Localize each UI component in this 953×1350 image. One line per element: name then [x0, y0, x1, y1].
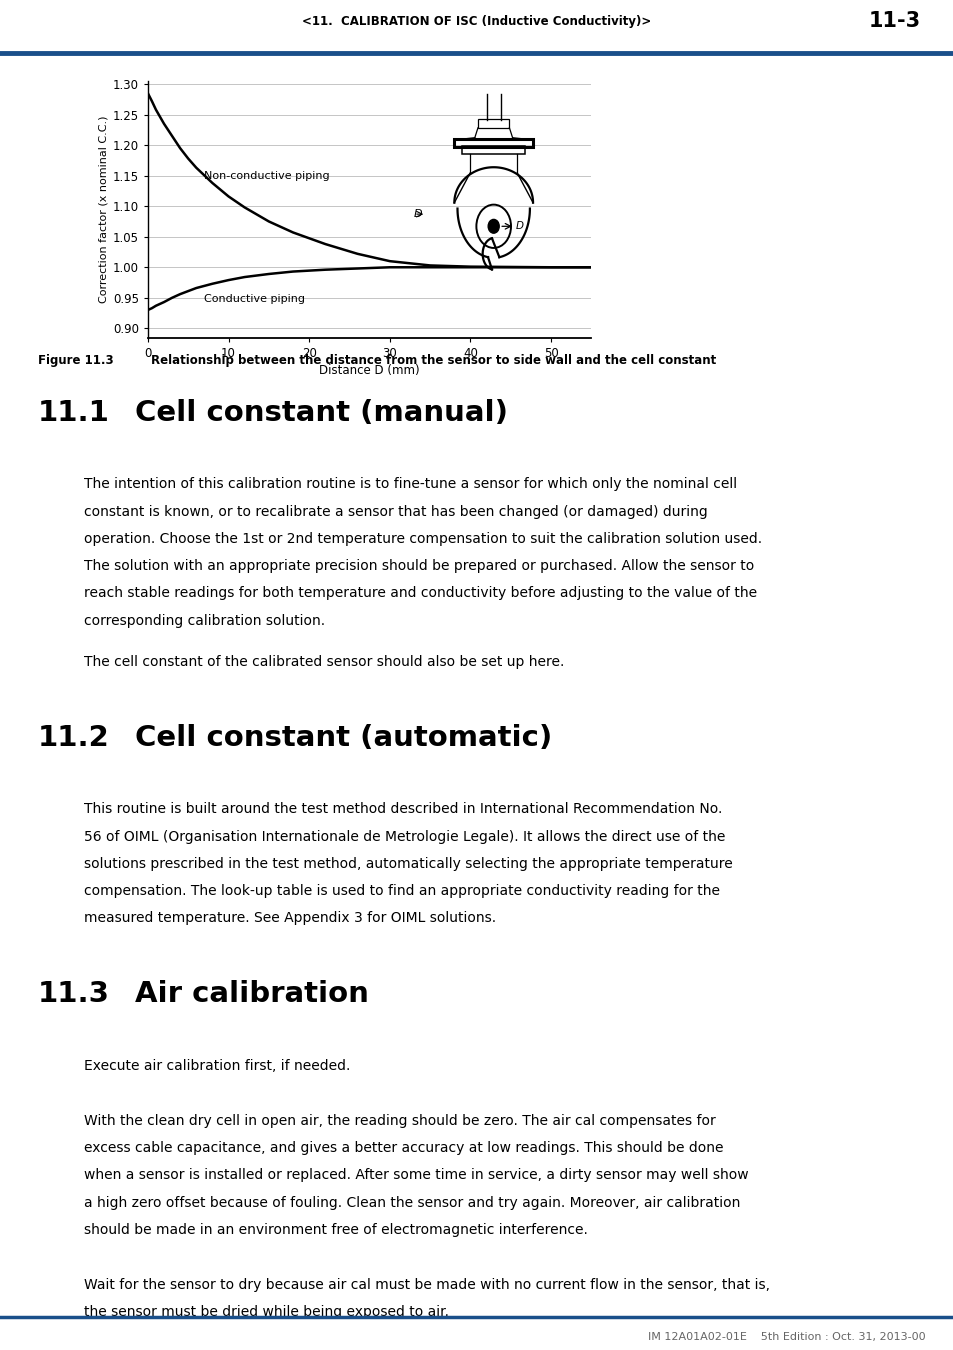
Text: a high zero offset because of fouling. Clean the sensor and try again. Moreover,: a high zero offset because of fouling. C…: [84, 1196, 740, 1210]
Text: 11.1: 11.1: [38, 398, 110, 427]
Text: ISC: ISC: [906, 741, 937, 760]
Text: the sensor must be dried while being exposed to air.: the sensor must be dried while being exp…: [84, 1305, 449, 1319]
Bar: [454, 139, 533, 147]
Text: <11.  CALIBRATION OF ISC (Inductive Conductivity)>: <11. CALIBRATION OF ISC (Inductive Condu…: [302, 15, 651, 27]
Text: measured temperature. See Appendix 3 for OIML solutions.: measured temperature. See Appendix 3 for…: [84, 911, 496, 925]
Text: should be made in an environment free of electromagnetic interference.: should be made in an environment free of…: [84, 1223, 588, 1237]
Text: The solution with an appropriate precision should be prepared or purchased. Allo: The solution with an appropriate precisi…: [84, 559, 754, 572]
Bar: [477, 119, 509, 128]
Bar: [461, 146, 524, 154]
Text: 11.3: 11.3: [38, 980, 110, 1008]
Text: Execute air calibration first, if needed.: Execute air calibration first, if needed…: [84, 1058, 351, 1073]
Text: Non-conductive piping: Non-conductive piping: [204, 170, 330, 181]
Text: 11-3: 11-3: [867, 11, 920, 31]
Text: The cell constant of the calibrated sensor should also be set up here.: The cell constant of the calibrated sens…: [84, 655, 564, 668]
Text: 56 of OIML (Organisation Internationale de Metrologie Legale). It allows the dir: 56 of OIML (Organisation Internationale …: [84, 829, 725, 844]
Text: when a sensor is installed or replaced. After some time in service, a dirty sens: when a sensor is installed or replaced. …: [84, 1169, 748, 1183]
Text: 11.2: 11.2: [38, 724, 110, 752]
Text: corresponding calibration solution.: corresponding calibration solution.: [84, 614, 325, 628]
Text: D: D: [516, 221, 523, 231]
Text: Wait for the sensor to dry because air cal must be made with no current flow in : Wait for the sensor to dry because air c…: [84, 1278, 769, 1292]
Text: This routine is built around the test method described in International Recommen: This routine is built around the test me…: [84, 802, 722, 817]
Text: D: D: [414, 209, 422, 219]
Text: Air calibration: Air calibration: [134, 980, 368, 1008]
Text: excess cable capacitance, and gives a better accuracy at low readings. This shou: excess cable capacitance, and gives a be…: [84, 1141, 723, 1156]
X-axis label: Distance D (mm): Distance D (mm): [319, 363, 419, 377]
Text: reach stable readings for both temperature and conductivity before adjusting to : reach stable readings for both temperatu…: [84, 586, 757, 601]
Text: Conductive piping: Conductive piping: [204, 294, 305, 304]
Text: compensation. The look-up table is used to find an appropriate conductivity read: compensation. The look-up table is used …: [84, 884, 720, 898]
Text: Figure 11.3: Figure 11.3: [38, 354, 113, 367]
Text: Cell constant (automatic): Cell constant (automatic): [134, 724, 552, 752]
Text: Cell constant (manual): Cell constant (manual): [134, 398, 507, 427]
Text: The intention of this calibration routine is to fine-tune a sensor for which onl: The intention of this calibration routin…: [84, 477, 737, 491]
Text: operation. Choose the 1st or 2nd temperature compensation to suit the calibratio: operation. Choose the 1st or 2nd tempera…: [84, 532, 761, 545]
Text: constant is known, or to recalibrate a sensor that has been changed (or damaged): constant is known, or to recalibrate a s…: [84, 505, 707, 518]
Text: 11: 11: [908, 323, 935, 342]
Text: IM 12A01A02-01E    5th Edition : Oct. 31, 2013-00: IM 12A01A02-01E 5th Edition : Oct. 31, 2…: [647, 1331, 924, 1342]
Text: solutions prescribed in the test method, automatically selecting the appropriate: solutions prescribed in the test method,…: [84, 857, 732, 871]
Text: Relationship between the distance from the sensor to side wall and the cell cons: Relationship between the distance from t…: [152, 354, 716, 367]
Text: With the clean dry cell in open air, the reading should be zero. The air cal com: With the clean dry cell in open air, the…: [84, 1114, 716, 1127]
Circle shape: [488, 220, 498, 234]
Y-axis label: Correction factor (x nominal C.C.): Correction factor (x nominal C.C.): [98, 116, 109, 302]
